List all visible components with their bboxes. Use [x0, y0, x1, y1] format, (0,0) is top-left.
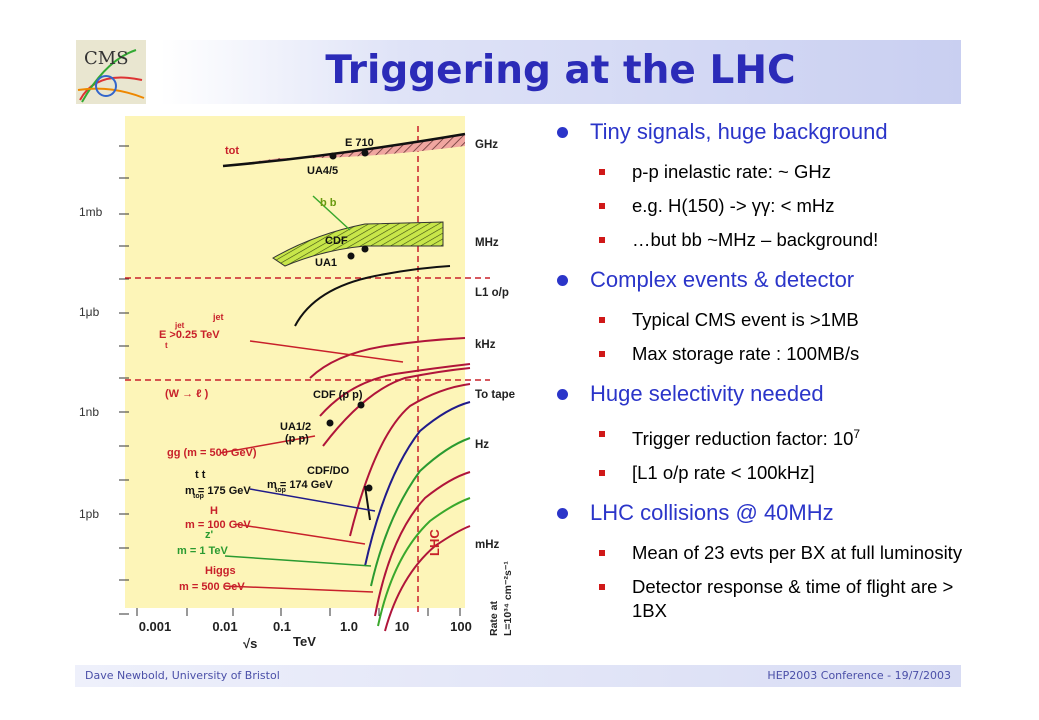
- sub-bullet-2-1: Typical CMS event is >1MB: [552, 308, 972, 332]
- sub-bullet-2-1-text: Typical CMS event is >1MB: [632, 309, 859, 330]
- right-label-mhz: MHz: [475, 237, 499, 249]
- bullet-square-icon: [599, 237, 605, 243]
- annot-ua12: UA1/2: [280, 421, 311, 433]
- rate-label-1: Rate at: [488, 600, 500, 636]
- sub-bullet-2-2: Max storage rate : 100MB/s: [552, 342, 972, 366]
- rate-label-2: L=10³⁴ cm⁻²s⁻¹: [502, 561, 514, 636]
- annot-ua45: UA4/5: [307, 165, 338, 177]
- y-label-1mb: 1mb: [79, 205, 103, 219]
- sub-bullet-1-1: p-p inelastic rate: ~ GHz: [552, 160, 972, 184]
- right-label-hz: Hz: [475, 439, 489, 451]
- annot-tot: tot: [225, 145, 239, 157]
- x-tick-1: 1.0: [340, 619, 358, 634]
- annot-jet-sup: jet: [174, 321, 185, 330]
- cross-section-plot: 1mb 1μb 1nb 1pb GHz MHz L1 o/p kHz To ta…: [75, 116, 525, 651]
- footer-conference: HEP2003 Conference - 19/7/2003: [767, 669, 951, 682]
- bullet-1: Tiny signals, huge background: [552, 118, 972, 146]
- sub-bullet-3-1-text: Trigger reduction factor: 10: [632, 428, 854, 450]
- annot-mh1: m = 100 GeV: [185, 519, 251, 531]
- bullet-square-icon: [599, 470, 605, 477]
- sub-bullet-4-2-text: Detector response & time of flight are >…: [632, 576, 954, 622]
- sub-bullet-4-1: Mean of 23 evts per BX at full luminosit…: [552, 541, 972, 565]
- annot-gg: gg (m = 500 GeV): [167, 447, 257, 459]
- logo-text: CMS: [84, 48, 129, 69]
- x-tick-01: 0.1: [273, 619, 291, 634]
- annot-w: (W → ℓ ): [165, 388, 209, 400]
- annot-cdfdo: CDF/DO: [307, 465, 350, 477]
- footer: Dave Newbold, University of Bristol HEP2…: [75, 665, 961, 687]
- x-tick-10: 10: [395, 619, 409, 634]
- bullet-2-text: Complex events & detector: [590, 267, 855, 292]
- lhc-label: LHC: [427, 529, 442, 556]
- bullet-square-icon: [599, 584, 605, 591]
- bullet-square-icon: [599, 351, 605, 357]
- annot-cdfpp: CDF (p p): [313, 389, 363, 401]
- bullet-dot-icon: [557, 275, 568, 286]
- bullet-3-text: Huge selectivity needed: [590, 381, 824, 406]
- sub-bullet-3-2-text: [L1 o/p rate < 100kHz]: [632, 462, 815, 484]
- sub-bullet-4-1-text: Mean of 23 evts per BX at full luminosit…: [632, 542, 963, 564]
- sub-bullet-1-3: …but bb ~MHz – background!: [552, 228, 972, 252]
- right-label-mhz-milli: mHz: [475, 539, 500, 551]
- sub-bullet-4-2: Detector response & time of flight are >…: [552, 575, 972, 623]
- right-label-tape: To tape: [475, 389, 515, 401]
- sub-bullet-3-1: Trigger reduction factor: 107: [552, 422, 972, 451]
- cms-logo: CMS: [76, 40, 146, 104]
- title-bar: Triggering at the LHC: [160, 40, 961, 104]
- sub-bullet-1-3-text: …but bb ~MHz – background!: [632, 229, 879, 250]
- sub-bullet-3-2: [L1 o/p rate < 100kHz]: [552, 461, 972, 485]
- bullet-4: LHC collisions @ 40MHz: [552, 499, 972, 527]
- right-label-l1: L1 o/p: [475, 287, 509, 299]
- sub-bullet-1-1-text: p-p inelastic rate: ~ GHz: [632, 161, 831, 182]
- y-label-1ub: 1μb: [79, 305, 100, 319]
- bullet-3: Huge selectivity needed: [552, 380, 972, 408]
- annot-tt: t t: [195, 469, 206, 481]
- x-label-sqrts: √s: [243, 636, 257, 651]
- bullet-square-icon: [599, 317, 605, 323]
- x-tick-0001: 0.001: [139, 619, 172, 634]
- right-label-khz: kHz: [475, 339, 496, 351]
- annot-mtop2: m = 174 GeV: [267, 479, 333, 491]
- y-label-1pb: 1pb: [79, 507, 99, 521]
- annot-mz: m = 1 TeV: [177, 545, 229, 557]
- bullet-4-text: LHC collisions @ 40MHz: [590, 500, 834, 526]
- sub-bullet-1-2-text: e.g. H(150) -> γγ: < mHz: [632, 195, 835, 216]
- sub-bullet-3-1-sup: 7: [853, 427, 861, 441]
- y-label-1nb: 1nb: [79, 405, 99, 419]
- annot-cdf: CDF: [325, 235, 348, 247]
- right-label-ghz: GHz: [475, 139, 498, 151]
- annot-zp: z': [205, 529, 214, 541]
- annot-pp: (p p): [285, 433, 309, 445]
- annot-jet-top: jet: [212, 312, 224, 322]
- annot-mh2: m = 500 GeV: [179, 581, 245, 593]
- bullet-square-icon: [599, 169, 605, 175]
- annot-higgs: Higgs: [205, 565, 236, 577]
- annot-jet-sub: t: [165, 341, 168, 350]
- bullet-square-icon: [599, 203, 605, 209]
- x-label-tev: TeV: [293, 634, 316, 649]
- footer-author: Dave Newbold, University of Bristol: [85, 669, 280, 682]
- bullet-2: Complex events & detector: [552, 266, 972, 294]
- annot-bb: b b: [320, 197, 337, 209]
- x-tick-100: 100: [450, 619, 472, 634]
- bullet-square-icon: [599, 431, 605, 437]
- bullet-square-icon: [599, 550, 605, 557]
- sub-bullet-2-2-text: Max storage rate : 100MB/s: [632, 343, 860, 364]
- bullet-dot-icon: [557, 127, 568, 138]
- page-title: Triggering at the LHC: [325, 48, 796, 93]
- annot-jet-et: E >0.25 TeV: [159, 329, 220, 341]
- sub-bullet-1-2: e.g. H(150) -> γγ: < mHz: [552, 194, 972, 218]
- annot-h: H: [210, 505, 218, 517]
- bullet-1-text: Tiny signals, huge background: [590, 119, 888, 144]
- annot-mtop1: m = 175 GeV: [185, 485, 251, 497]
- x-tick-001: 0.01: [212, 619, 237, 634]
- annot-top2: top: [275, 487, 286, 494]
- annot-e710: E 710: [345, 137, 374, 149]
- annot-ua1: UA1: [315, 257, 337, 269]
- annot-top1: top: [193, 493, 204, 500]
- bullet-dot-icon: [557, 508, 568, 520]
- bullet-dot-icon: [557, 389, 568, 400]
- bullet-list: Tiny signals, huge background p-p inelas…: [552, 118, 972, 623]
